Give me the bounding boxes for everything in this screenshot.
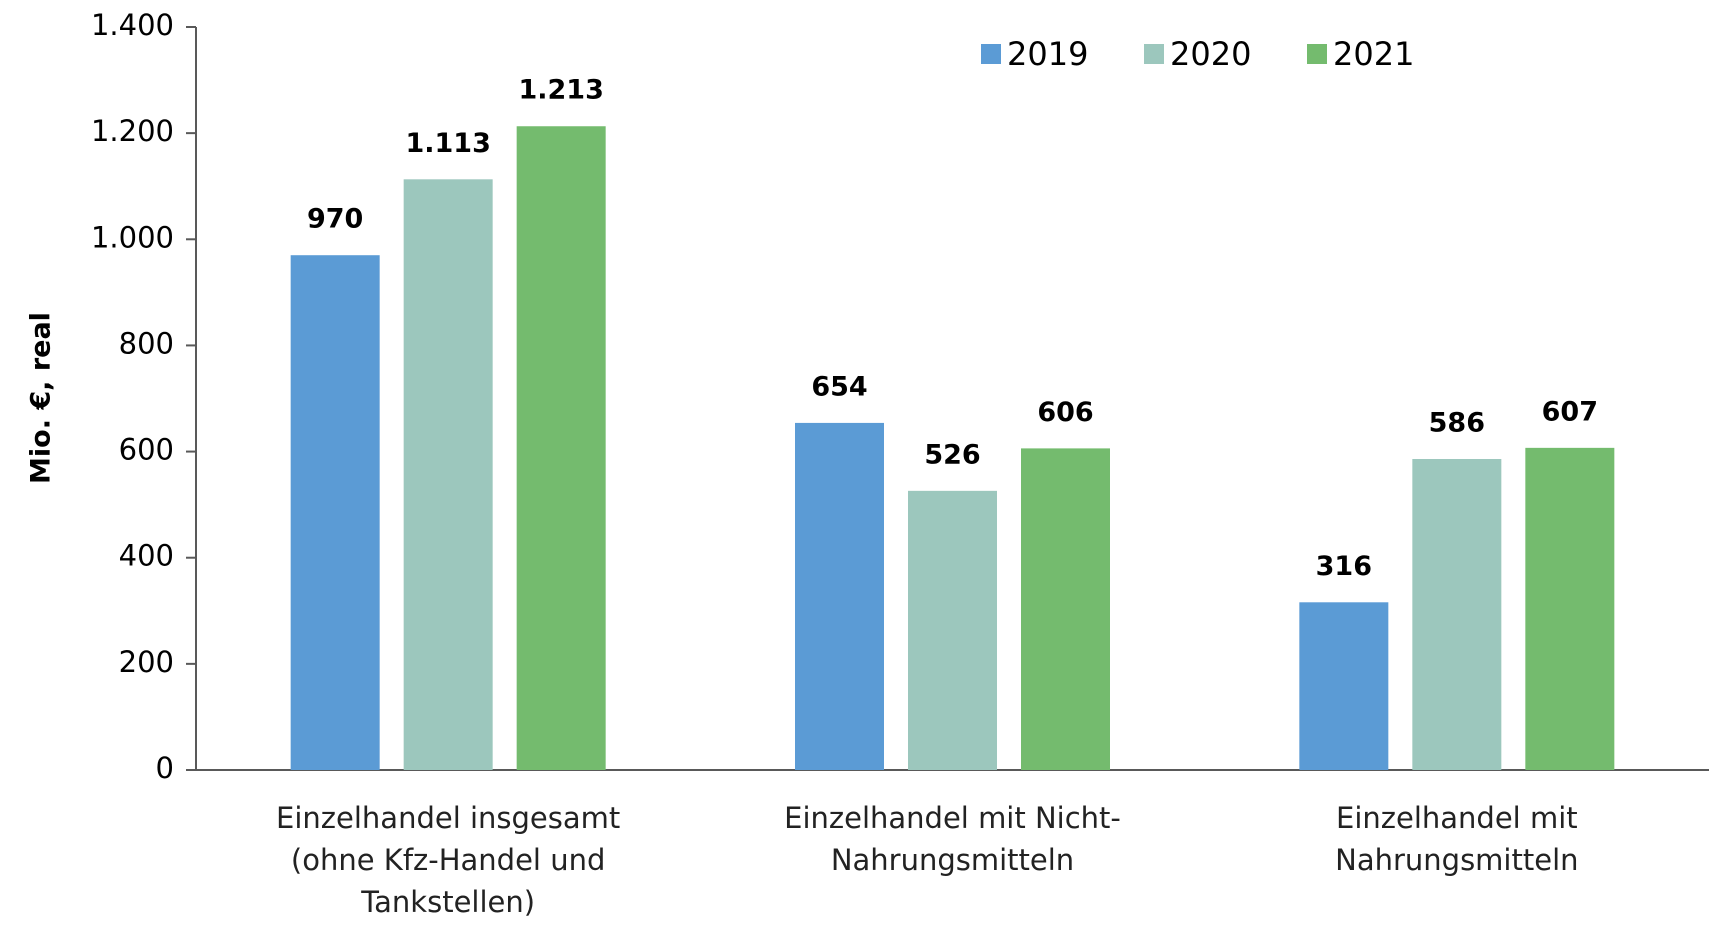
value-label: 1.113 xyxy=(405,128,490,159)
value-label: 316 xyxy=(1316,551,1372,582)
y-tick-label: 800 xyxy=(119,326,174,360)
bar xyxy=(1021,448,1110,770)
y-tick-label: 1.400 xyxy=(91,8,174,42)
bar xyxy=(290,255,380,770)
legend-swatch xyxy=(1307,44,1327,64)
legend-label: 2020 xyxy=(1170,35,1251,73)
value-label: 654 xyxy=(811,371,867,402)
bar xyxy=(1525,447,1615,770)
value-label: 1.213 xyxy=(518,75,603,106)
bar xyxy=(795,422,884,770)
y-tick-label: 400 xyxy=(119,539,174,573)
y-tick-label: 1.200 xyxy=(91,114,174,148)
y-axis-title: Mio. €, real xyxy=(26,312,57,484)
y-tick-label: 1.000 xyxy=(91,220,174,254)
value-label: 607 xyxy=(1542,396,1598,427)
value-label: 970 xyxy=(307,204,363,235)
y-tick-label: 600 xyxy=(119,433,174,467)
bar xyxy=(516,126,606,770)
bar xyxy=(1299,602,1389,770)
value-label: 586 xyxy=(1429,408,1485,439)
bar xyxy=(908,490,997,770)
value-label: 606 xyxy=(1037,397,1093,428)
x-tick-label: Einzelhandel mit Nicht- Nahrungsmitteln xyxy=(784,801,1121,877)
bar xyxy=(403,179,493,770)
legend-swatch xyxy=(1144,44,1164,64)
y-tick-label: 200 xyxy=(119,645,174,679)
y-tick-label: 0 xyxy=(156,751,174,785)
legend-label: 2021 xyxy=(1333,35,1414,73)
value-label: 526 xyxy=(924,439,980,470)
x-tick-label: Einzelhandel mit Nahrungsmitteln xyxy=(1335,801,1579,877)
legend-label: 2019 xyxy=(1007,35,1088,73)
legend-swatch xyxy=(981,44,1001,64)
bar xyxy=(1412,459,1502,770)
x-tick-label: Einzelhandel insgesamt (ohne Kfz-Handel … xyxy=(276,801,621,919)
